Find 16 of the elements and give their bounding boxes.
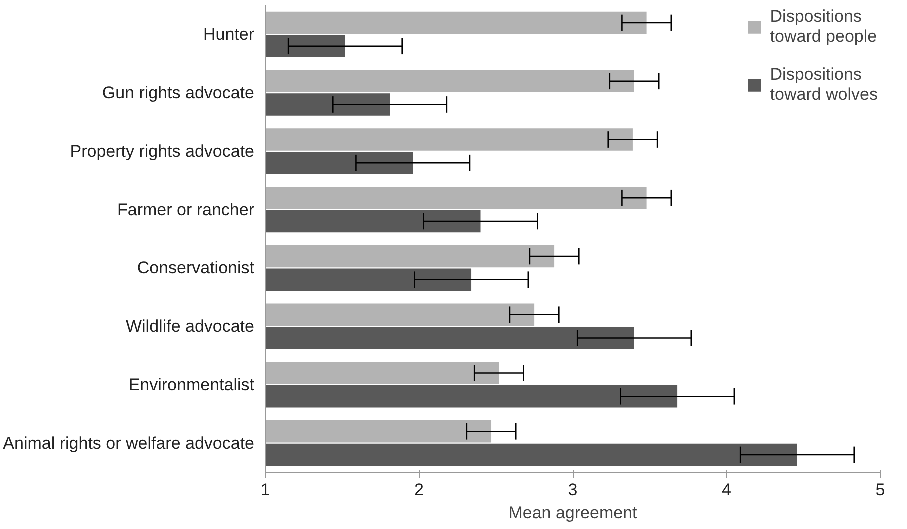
x-tick-label: 5 bbox=[876, 480, 886, 500]
x-tick-label: 3 bbox=[568, 480, 578, 500]
legend-label: Dispositions toward wolves bbox=[770, 65, 878, 105]
y-tick-label: Animal rights or welfare advocate bbox=[3, 434, 255, 453]
y-tick-label: Conservationist bbox=[137, 258, 255, 278]
x-tick-label: 2 bbox=[414, 480, 424, 500]
legend-label: Dispositions toward people bbox=[770, 7, 878, 47]
y-tick-label: Environmentalist bbox=[128, 375, 255, 394]
y-tick-label: Property rights advocate bbox=[70, 142, 255, 161]
x-axis-title: Mean agreement bbox=[508, 504, 638, 522]
x-tick-label: 1 bbox=[260, 480, 270, 500]
y-tick-label: Hunter bbox=[203, 25, 255, 44]
x-tick-label: 4 bbox=[722, 480, 732, 500]
y-tick-label: Farmer or rancher bbox=[118, 200, 255, 220]
y-tick-label: Wildlife advocate bbox=[126, 317, 255, 336]
y-tick-label: Gun rights advocate bbox=[102, 84, 255, 103]
